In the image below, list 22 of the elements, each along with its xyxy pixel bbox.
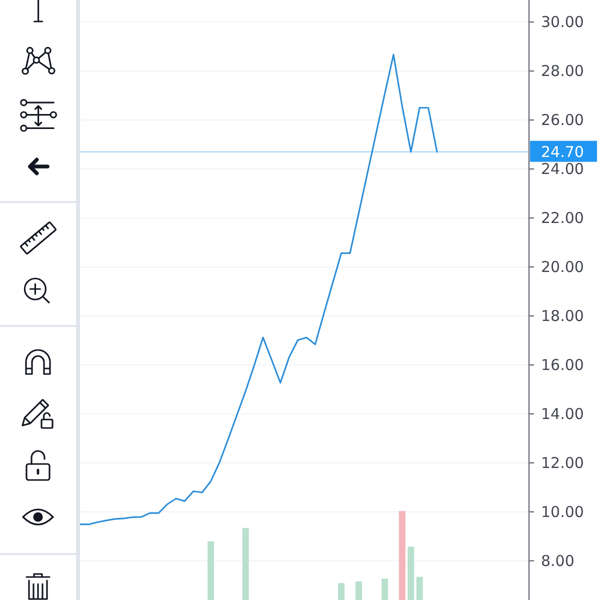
y-tick-label: 28.00 [541,62,584,80]
bar [416,576,423,600]
y-tick-label: 14.00 [541,404,584,423]
bar [382,578,388,600]
y-tick-label: 20.00 [541,258,584,276]
y-tick-label: 26.00 [541,111,584,129]
y-tick-label: 18.00 [541,306,584,325]
y-tick-label: 12.00 [541,454,584,472]
bar [242,528,249,600]
y-tick-label: 24.00 [541,160,584,178]
bar [408,546,414,600]
bar [355,581,362,600]
line-series [80,54,438,526]
y-tick-label: 22.00 [541,208,584,227]
y-tick-label: 16.00 [541,356,584,374]
bar [208,541,214,600]
y-tick-label: 8.00 [541,552,574,570]
ref-line-label: 24.70 [541,142,584,161]
y-tick-label: 10.00 [541,502,584,521]
bar [398,511,406,600]
bar [338,583,345,600]
y-tick-label: 30.00 [541,13,584,32]
